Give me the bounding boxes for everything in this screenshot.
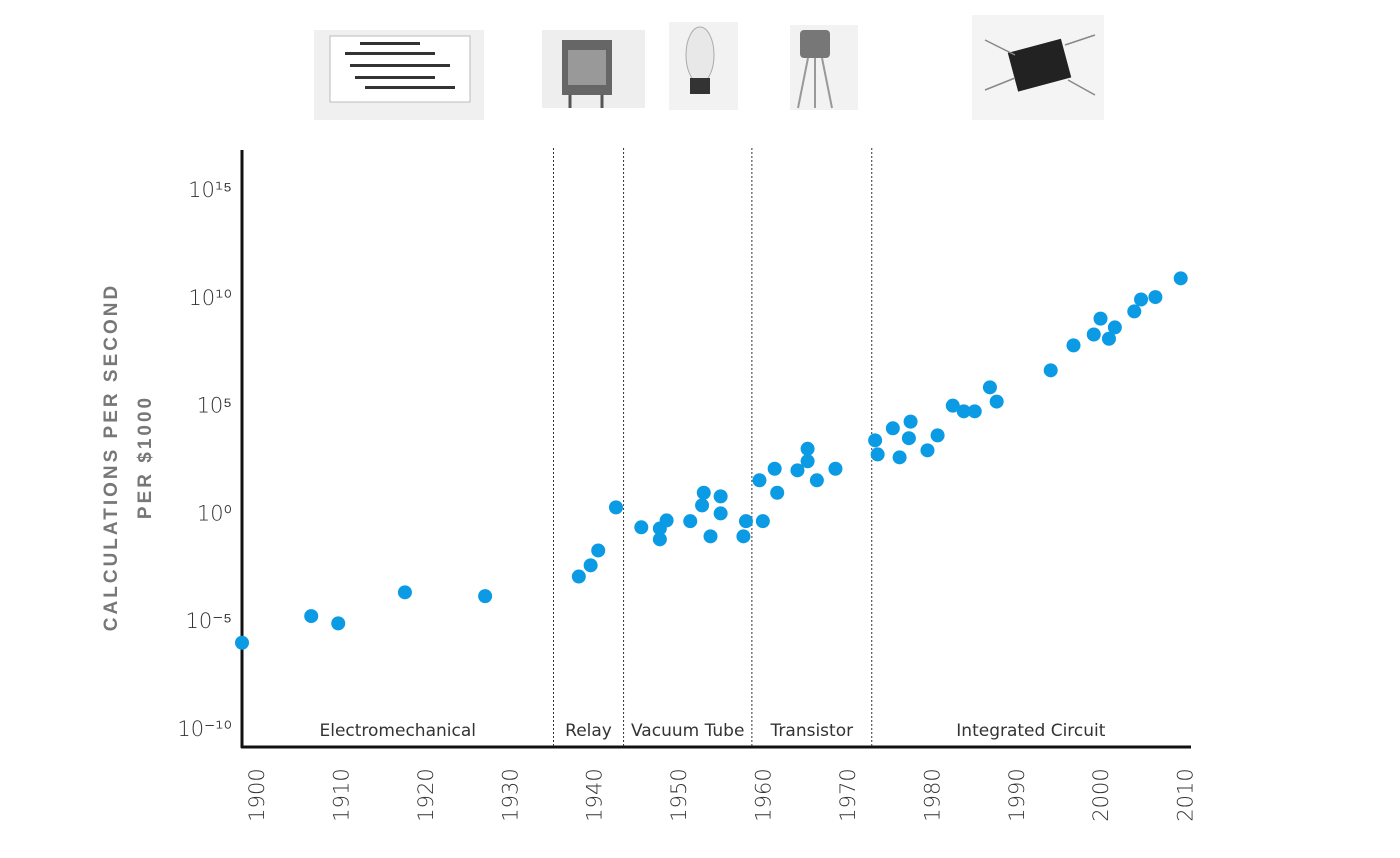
x-tick-label: 1960: [752, 768, 776, 821]
data-point: [1086, 327, 1101, 342]
relay-image: [542, 30, 645, 108]
data-point: [920, 443, 935, 458]
data-point: [695, 498, 710, 513]
data-point: [989, 394, 1004, 409]
data-point: [828, 461, 843, 476]
data-point: [967, 404, 982, 419]
data-point: [945, 398, 960, 413]
data-point: [755, 514, 770, 529]
y-tick-label: 10⁵: [197, 394, 232, 418]
data-point: [930, 428, 945, 443]
y-tick-label: 10⁻⁵: [185, 609, 232, 633]
data-point: [1173, 271, 1188, 286]
era-label: Vacuum Tube: [631, 721, 744, 741]
data-point: [903, 414, 918, 429]
x-tick-label: 2010: [1174, 768, 1198, 821]
data-point: [235, 635, 249, 650]
data-point: [1134, 292, 1149, 307]
data-point: [956, 404, 971, 419]
data-point: [652, 532, 667, 547]
data-point: [1066, 338, 1081, 353]
data-point: [634, 520, 649, 535]
data-point: [868, 433, 883, 448]
x-tick-label: 1950: [667, 768, 691, 821]
era-label: Integrated Circuit: [956, 721, 1105, 741]
data-point: [736, 529, 751, 544]
data-point: [703, 529, 718, 544]
data-point: [1107, 320, 1122, 335]
data-point: [331, 616, 346, 631]
data-point: [1127, 304, 1142, 319]
data-point: [901, 431, 916, 446]
data-point: [790, 463, 805, 478]
data-point: [713, 489, 728, 504]
data-point: [752, 473, 767, 488]
x-tick-label: 1970: [836, 768, 860, 821]
data-point: [1148, 290, 1163, 305]
x-tick-label: 2000: [1089, 768, 1113, 821]
data-point: [683, 514, 698, 529]
integrated-circuit-image: [972, 15, 1104, 120]
data-point: [892, 450, 907, 465]
x-tick-label: 1940: [583, 768, 607, 821]
era-label: Relay: [565, 721, 612, 741]
y-axis-label: CALCULATIONS PER SECOND: [101, 283, 122, 631]
y-tick-label: 10¹⁵: [188, 178, 232, 202]
y-tick-label: 10¹⁰: [188, 286, 232, 310]
data-point: [1093, 311, 1108, 326]
era-label: Transistor: [770, 721, 854, 741]
data-point: [1043, 363, 1058, 378]
y-tick-label: 10⁻¹⁰: [177, 717, 232, 741]
data-point: [870, 447, 885, 462]
data-point: [696, 485, 711, 500]
data-point: [885, 421, 900, 436]
x-tick-label: 1910: [329, 768, 353, 821]
data-point: [1101, 331, 1116, 346]
x-tick-label: 1920: [414, 768, 438, 821]
data-point: [738, 514, 753, 529]
data-point: [478, 589, 493, 604]
data-point: [770, 485, 785, 500]
data-point: [767, 461, 782, 476]
data-point: [397, 585, 412, 600]
data-point: [659, 513, 674, 528]
data-point: [800, 441, 815, 456]
data-point: [608, 500, 623, 515]
data-point: [809, 473, 824, 488]
data-point: [591, 543, 606, 558]
x-tick-label: 1930: [498, 768, 522, 821]
data-point: [304, 609, 319, 624]
punch-card-image: [314, 30, 484, 120]
era-label: Electromechanical: [319, 721, 476, 741]
y-tick-label: 10⁰: [197, 501, 232, 525]
x-tick-label: 1900: [245, 768, 269, 821]
data-point: [713, 506, 728, 521]
data-point: [583, 558, 598, 573]
x-tick-label: 1990: [1005, 768, 1029, 821]
vacuum-tube-image: [669, 22, 738, 110]
y-axis-label: PER $1000: [135, 395, 156, 519]
transistor-image: [790, 25, 858, 110]
x-tick-label: 1980: [920, 768, 944, 821]
data-point: [982, 380, 997, 395]
data-point: [800, 454, 815, 469]
data-point: [571, 569, 586, 584]
